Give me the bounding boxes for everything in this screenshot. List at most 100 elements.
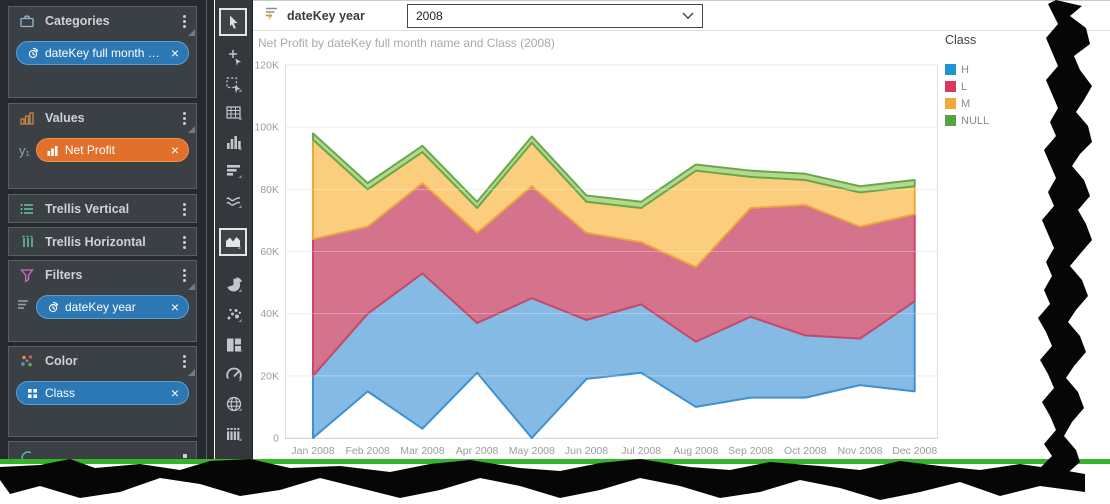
panel-title: Trellis Vertical <box>45 202 130 216</box>
grid-view-tool[interactable] <box>222 101 246 125</box>
legend-item-m[interactable]: M <box>945 95 1055 112</box>
briefcase-icon <box>19 13 37 29</box>
panel-resize-grip[interactable] <box>188 126 195 133</box>
slicer-tool[interactable] <box>222 422 246 446</box>
dropzone-row: Class × <box>16 381 189 405</box>
field-chip-datekey-year[interactable]: dateKey year × <box>36 295 189 319</box>
panel-menu-kebab-icon[interactable] <box>178 110 190 126</box>
area-chart-plot: 0 20K 40K 60K 80K 100K 120K Jan 2008 Feb 2008 Mar… <box>254 60 938 457</box>
legend-item-h[interactable]: H <box>945 61 1055 78</box>
panel-resize-grip[interactable] <box>188 29 195 36</box>
year-dropdown-value: 2008 <box>416 9 443 23</box>
bar-chart-tool[interactable] <box>222 159 246 183</box>
y-axis-tick-label: 20K <box>260 370 279 382</box>
panel-header: Trellis Vertical <box>9 195 196 223</box>
panel-title: Values <box>45 111 85 125</box>
filter-field-label: dateKey year <box>287 8 365 23</box>
pointer-tool-selected[interactable] <box>219 8 247 36</box>
x-axis-month-label: Jun 2008 <box>565 445 608 457</box>
chip-remove-icon[interactable]: × <box>170 299 179 315</box>
bar-chart-icon <box>46 144 59 157</box>
x-axis-month-label: Apr 2008 <box>456 445 499 457</box>
x-axis-month-label: Jul 2008 <box>621 445 661 457</box>
x-axis-month-label: Mar 2008 <box>400 445 445 457</box>
panel-title: Categories <box>45 14 110 28</box>
window-top-border <box>253 0 1110 1</box>
pie-chart-tool[interactable] <box>222 273 246 297</box>
area-chart-tool-selected[interactable] <box>219 228 247 256</box>
x-axis-month-label: Nov 2008 <box>838 445 883 457</box>
panel-trellis-vertical: Trellis Vertical <box>8 194 197 223</box>
marquee-select-tool[interactable] <box>222 73 246 97</box>
panel-menu-kebab-icon[interactable] <box>178 234 190 250</box>
chip-remove-icon[interactable]: × <box>170 142 179 158</box>
treemap-tool[interactable] <box>222 333 246 357</box>
legend-label: NULL <box>961 114 990 127</box>
sidebar-scrollbar[interactable] <box>206 0 207 462</box>
y-axis-tick-label: 100K <box>254 122 279 134</box>
x-axis-month-label: May 2008 <box>509 445 555 457</box>
panel-resize-grip[interactable] <box>188 369 195 376</box>
legend-label: H <box>961 63 969 76</box>
y-axis-tick-label: 0 <box>273 433 279 445</box>
field-chip-label: Net Profit <box>64 143 115 157</box>
y-axis-tick-label: 80K <box>260 184 279 196</box>
x-axis-month-label: Aug 2008 <box>673 445 718 457</box>
x-axis-month-label: Oct 2008 <box>784 445 827 457</box>
date-hierarchy-icon <box>26 47 39 60</box>
y-axis-tick-label: 40K <box>260 308 279 320</box>
map-tool[interactable] <box>222 392 246 416</box>
panel-header: Trellis Horizontal <box>9 228 196 256</box>
mini-bars-icon <box>19 110 37 126</box>
legend-swatch <box>945 64 956 75</box>
x-axis-month-label: Feb 2008 <box>346 445 391 457</box>
panel-filters: Filters dateKey year × <box>8 260 197 342</box>
y-axis-tick-label: 60K <box>260 246 279 258</box>
panel-menu-kebab-icon[interactable] <box>183 454 187 458</box>
field-chip-net-profit[interactable]: Net Profit × <box>35 138 189 162</box>
panel-header: Values <box>9 104 196 132</box>
panel-title: Trellis Horizontal <box>45 235 146 249</box>
legend-label: M <box>961 97 971 110</box>
chip-remove-icon[interactable]: × <box>170 385 179 401</box>
column-chart-tool[interactable] <box>222 131 246 155</box>
chart-title: Net Profit by dateKey full month name an… <box>258 36 555 50</box>
scatter-chart-tool[interactable] <box>222 303 246 327</box>
line-chart-tool[interactable] <box>222 189 246 213</box>
panel-title: Color <box>45 354 78 368</box>
legend-label: L <box>961 80 968 93</box>
panel-menu-kebab-icon[interactable] <box>178 13 190 29</box>
panel-menu-kebab-icon[interactable] <box>178 201 190 217</box>
dropzones-sidebar: Categories dateKey full month na... × Value… <box>0 0 214 462</box>
chart-type-toolbar <box>215 0 253 462</box>
panel-menu-kebab-icon[interactable] <box>178 267 190 283</box>
panel-header <box>9 442 196 470</box>
area-series-null[interactable] <box>312 132 916 209</box>
trellis-vertical-icon <box>19 201 37 217</box>
panel-header: Color <box>9 347 196 375</box>
axis-prefix-label: y₁ <box>19 142 30 158</box>
panel-header: Categories <box>9 7 196 35</box>
point-select-tool[interactable] <box>222 45 246 69</box>
date-hierarchy-icon <box>46 301 59 314</box>
funnel-icon <box>19 267 37 283</box>
chip-remove-icon[interactable]: × <box>170 45 179 61</box>
gauge-tool[interactable] <box>222 362 246 386</box>
legend-item-null[interactable]: NULL <box>945 112 1055 129</box>
list-icon <box>16 297 32 318</box>
panel-resize-grip[interactable] <box>188 283 195 290</box>
panel-categories: Categories dateKey full month na... × <box>8 6 197 98</box>
dropzone-row: dateKey full month na... × <box>16 41 189 65</box>
field-chip-label: dateKey full month na... <box>45 46 165 60</box>
year-dropdown[interactable]: 2008 <box>407 4 703 28</box>
legend-title: Class <box>945 33 977 47</box>
panel-menu-kebab-icon[interactable] <box>178 353 190 369</box>
chevron-down-icon <box>682 12 694 20</box>
field-chip-datekey-full-month-na[interactable]: dateKey full month na... × <box>16 41 189 65</box>
field-chip-class[interactable]: Class × <box>16 381 189 405</box>
x-axis-month-label: Jan 2008 <box>291 445 334 457</box>
legend-item-l[interactable]: L <box>945 78 1055 95</box>
trellis-horizontal-icon <box>19 234 37 250</box>
x-axis-month-label: Sep 2008 <box>728 445 773 457</box>
